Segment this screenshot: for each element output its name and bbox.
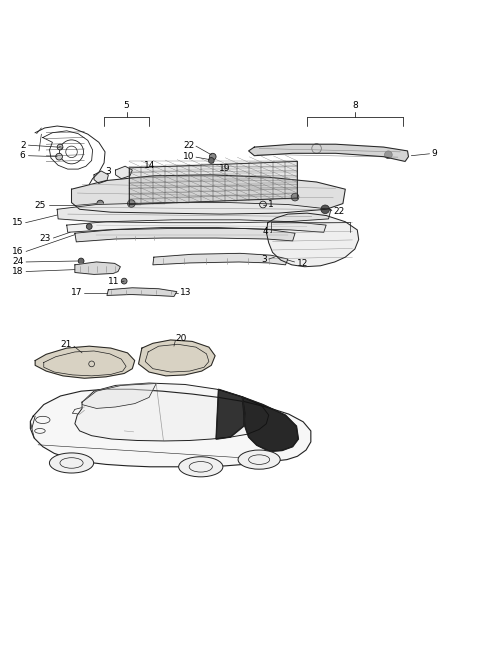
Circle shape [128,199,135,207]
Polygon shape [82,384,156,409]
Polygon shape [116,166,132,178]
Text: 18: 18 [12,267,24,276]
Circle shape [86,224,92,230]
Text: 5: 5 [124,102,130,110]
Polygon shape [75,228,295,242]
Text: 14: 14 [144,161,156,170]
Text: 20: 20 [175,334,187,343]
Polygon shape [94,171,108,184]
Polygon shape [72,175,345,214]
Text: 9: 9 [432,150,437,158]
Text: 25: 25 [35,201,46,210]
Text: 4: 4 [262,227,268,236]
Polygon shape [242,397,299,451]
Text: 19: 19 [218,163,230,173]
Polygon shape [249,144,408,161]
Text: 24: 24 [12,257,24,266]
Text: 16: 16 [12,247,24,256]
Circle shape [56,154,62,160]
Text: 1: 1 [268,200,274,209]
Ellipse shape [238,450,280,469]
Circle shape [208,157,214,163]
Text: 10: 10 [183,152,194,161]
Ellipse shape [49,453,94,473]
Polygon shape [75,262,120,274]
Circle shape [209,154,216,160]
Text: 8: 8 [352,102,358,110]
Text: 13: 13 [180,288,192,297]
Text: 2: 2 [20,140,25,150]
Polygon shape [107,288,177,297]
Polygon shape [57,203,331,222]
Polygon shape [153,253,288,265]
Circle shape [78,258,84,264]
Text: 22: 22 [183,140,194,150]
Text: 12: 12 [297,259,308,268]
Text: 22: 22 [334,207,345,216]
Text: 15: 15 [12,218,24,227]
Circle shape [121,278,127,284]
Text: 23: 23 [39,234,51,243]
Polygon shape [35,346,135,379]
Circle shape [321,205,329,214]
Polygon shape [67,220,326,232]
Circle shape [57,144,63,150]
Circle shape [291,194,299,201]
Polygon shape [266,213,359,267]
Text: 21: 21 [60,340,72,349]
Text: 3: 3 [261,255,267,264]
Text: 11: 11 [108,277,120,285]
Circle shape [97,200,104,207]
Polygon shape [75,383,269,441]
Polygon shape [139,340,215,376]
Text: 6: 6 [20,151,25,160]
Polygon shape [216,389,245,439]
Text: 3: 3 [105,167,111,176]
Ellipse shape [179,457,223,477]
Polygon shape [30,389,311,467]
Circle shape [384,151,392,159]
Text: 17: 17 [71,288,82,297]
Polygon shape [129,161,298,205]
